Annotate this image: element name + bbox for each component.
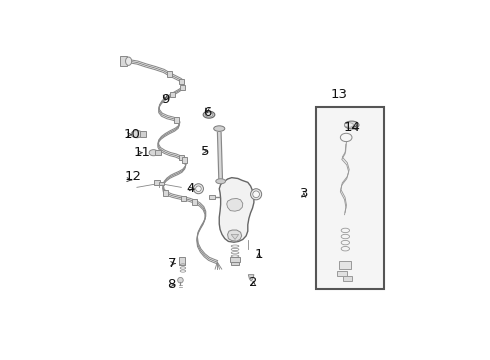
Text: 3: 3 — [299, 187, 308, 200]
Bar — [155, 150, 161, 155]
Text: 10: 10 — [123, 128, 141, 141]
Ellipse shape — [203, 111, 215, 118]
Text: 2: 2 — [249, 275, 258, 288]
Bar — [337, 270, 347, 276]
Polygon shape — [219, 177, 254, 242]
Bar — [231, 262, 239, 265]
Bar — [179, 155, 184, 160]
Polygon shape — [227, 230, 242, 241]
Ellipse shape — [214, 126, 225, 131]
Bar — [209, 195, 215, 199]
Polygon shape — [231, 234, 239, 239]
Bar — [159, 181, 164, 185]
Bar — [140, 131, 146, 137]
Circle shape — [253, 191, 259, 198]
Text: 13: 13 — [331, 88, 348, 101]
Text: 6: 6 — [203, 105, 212, 118]
Bar — [170, 92, 174, 97]
Bar — [230, 257, 240, 262]
Text: 14: 14 — [344, 121, 361, 134]
Text: 12: 12 — [124, 170, 141, 183]
Ellipse shape — [205, 112, 213, 117]
Bar — [316, 107, 384, 288]
Text: 9: 9 — [161, 93, 170, 106]
Ellipse shape — [125, 57, 132, 66]
Ellipse shape — [149, 150, 158, 156]
Bar — [182, 157, 187, 163]
Bar — [174, 117, 179, 123]
Bar — [180, 85, 185, 90]
Bar — [181, 196, 186, 201]
Ellipse shape — [216, 179, 225, 184]
Polygon shape — [227, 198, 243, 211]
Polygon shape — [248, 275, 254, 281]
Text: 8: 8 — [167, 278, 175, 291]
Bar — [167, 72, 172, 77]
Bar — [154, 180, 160, 185]
Text: 1: 1 — [255, 248, 263, 261]
Bar — [192, 199, 197, 204]
Bar — [179, 257, 185, 265]
Ellipse shape — [131, 131, 143, 138]
Circle shape — [178, 278, 183, 283]
Bar — [339, 261, 351, 269]
Ellipse shape — [344, 123, 353, 127]
Circle shape — [196, 186, 201, 192]
Circle shape — [194, 184, 203, 194]
Text: 5: 5 — [201, 145, 209, 158]
Ellipse shape — [344, 121, 359, 129]
Bar — [343, 276, 352, 281]
Bar — [163, 190, 168, 195]
Text: 11: 11 — [133, 146, 150, 159]
Text: 4: 4 — [186, 182, 195, 195]
Bar — [179, 79, 184, 84]
Text: 7: 7 — [168, 257, 176, 270]
Bar — [120, 56, 127, 67]
Circle shape — [250, 189, 262, 200]
